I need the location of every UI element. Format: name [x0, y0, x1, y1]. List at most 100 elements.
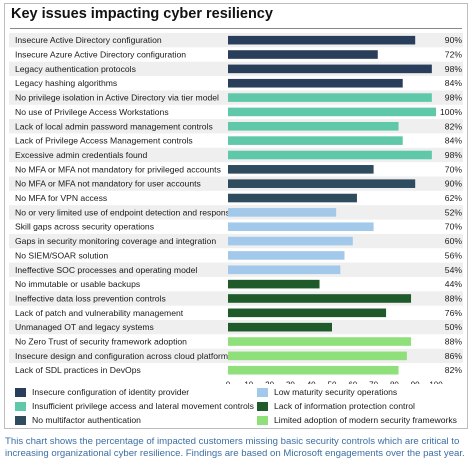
title-rule	[10, 28, 462, 29]
bar	[228, 121, 399, 131]
value-label: 62%	[445, 193, 463, 203]
bar	[228, 265, 341, 275]
bar	[228, 179, 416, 188]
legend-item-frameworks: Limited adoption of modern security fram…	[257, 415, 457, 425]
category-label: No or very limited use of endpoint detec…	[15, 207, 235, 217]
legend-label: No multifactor authentication	[32, 415, 141, 425]
bar	[228, 251, 345, 260]
legend-swatch	[15, 415, 26, 425]
category-label: Unmanaged OT and legacy systems	[15, 322, 154, 332]
legend-label: Insufficient privilege access and latera…	[32, 401, 254, 411]
category-label: Gaps in security monitoring coverage and…	[15, 236, 216, 246]
chart-legend: Insecure configuration of identity provi…	[11, 384, 463, 428]
value-label: 82%	[445, 121, 463, 131]
category-label: No MFA for VPN access	[15, 193, 107, 203]
bar	[228, 337, 412, 346]
value-label: 60%	[445, 236, 463, 246]
value-label: 82%	[445, 365, 463, 375]
legend-item-lowmaturity: Low maturity security operations	[257, 387, 397, 397]
bar	[228, 136, 403, 145]
bar	[228, 308, 387, 318]
value-label: 52%	[445, 207, 463, 217]
category-label: No SIEM/SOAR solution	[15, 250, 108, 260]
bar	[228, 35, 416, 45]
value-label: 84%	[445, 136, 463, 146]
value-label: 98%	[445, 64, 463, 74]
bar	[228, 322, 332, 332]
x-tick-label: 20	[265, 380, 274, 384]
value-label: 98%	[445, 150, 463, 160]
bar	[228, 279, 320, 289]
value-label: 54%	[445, 265, 463, 275]
legend-item-privilege: Insufficient privilege access and latera…	[15, 401, 254, 411]
value-label: 70%	[445, 222, 463, 232]
legend-item-mfa: No multifactor authentication	[15, 415, 141, 425]
legend-label: Lack of information protection control	[274, 401, 415, 411]
value-label: 98%	[445, 93, 463, 103]
value-label: 70%	[445, 164, 463, 174]
category-label: No use of Privilege Access Workstations	[15, 107, 169, 117]
category-label: Lack of SDL practices in DevOps	[15, 365, 141, 375]
value-label: 44%	[445, 279, 463, 289]
legend-item-identity: Insecure configuration of identity provi…	[15, 387, 189, 397]
value-label: 88%	[445, 337, 463, 347]
value-label: 72%	[445, 50, 463, 60]
bar	[228, 50, 378, 59]
x-tick-label: 70	[369, 380, 378, 384]
bar	[228, 208, 337, 217]
value-label: 90%	[445, 179, 463, 189]
category-label: Excessive admin credentials found	[15, 150, 148, 160]
bar	[228, 351, 407, 361]
category-label: Insecure Azure Active Directory configur…	[15, 50, 186, 60]
bar	[228, 165, 374, 174]
value-label: 50%	[445, 322, 463, 332]
category-label: Legacy authentication protocols	[15, 64, 136, 74]
value-label: 56%	[445, 250, 463, 260]
bar	[228, 294, 412, 303]
x-tick-label: 10	[244, 380, 253, 384]
category-label: Lack of Privilege Access Management cont…	[15, 136, 193, 146]
legend-swatch	[257, 415, 268, 425]
category-label: Legacy hashing algorithms	[15, 78, 117, 88]
x-tick-label: 80	[390, 380, 399, 384]
category-label: Insecure Active Directory configuration	[15, 35, 162, 45]
legend-label: Limited adoption of modern security fram…	[274, 415, 457, 425]
x-tick-label: 90	[411, 380, 420, 384]
category-label: No MFA or MFA not mandatory for privileg…	[15, 164, 221, 174]
chart-frame: Key issues impacting cyber resiliency In…	[4, 3, 468, 429]
legend-item-infoprotection: Lack of information protection control	[257, 401, 415, 411]
category-label: Ineffective SOC processes and operating …	[15, 265, 197, 275]
legend-label: Insecure configuration of identity provi…	[32, 387, 190, 397]
value-label: 84%	[445, 78, 463, 88]
category-label: No immutable or usable backups	[15, 279, 140, 289]
bar	[228, 236, 353, 246]
value-label: 76%	[445, 308, 463, 318]
value-label: 90%	[445, 35, 463, 45]
bar	[228, 365, 399, 375]
x-tick-label: 40	[307, 380, 316, 384]
category-label: Ineffective data loss prevention control…	[15, 293, 166, 303]
legend-swatch	[15, 387, 26, 397]
legend-label: Low maturity security operations	[274, 387, 398, 397]
category-label: No privilege isolation in Active Directo…	[15, 93, 219, 103]
bar	[228, 150, 432, 160]
x-tick-label: 50	[328, 380, 337, 384]
chart-title: Key issues impacting cyber resiliency	[11, 6, 273, 22]
category-label: Skill gaps across security operations	[15, 222, 154, 232]
x-tick-label: 60	[348, 380, 357, 384]
x-tick-label: 100	[429, 380, 443, 384]
category-label: No Zero Trust of security framework adop…	[15, 337, 187, 347]
category-label: Insecure design and configuration across…	[15, 351, 232, 361]
bar	[228, 193, 357, 203]
legend-swatch	[257, 387, 268, 397]
legend-swatch	[15, 401, 26, 411]
category-label: No MFA or MFA not mandatory for user acc…	[15, 179, 201, 189]
value-label: 100%	[440, 107, 462, 117]
chart-caption: This chart shows the percentage of impac…	[5, 436, 465, 459]
bar-chart: Insecure Active Directory configuration 9…	[9, 33, 463, 384]
bar	[228, 78, 403, 88]
value-label: 88%	[445, 293, 463, 303]
bar	[228, 64, 432, 74]
bar	[228, 93, 432, 102]
legend-swatch	[257, 401, 268, 411]
